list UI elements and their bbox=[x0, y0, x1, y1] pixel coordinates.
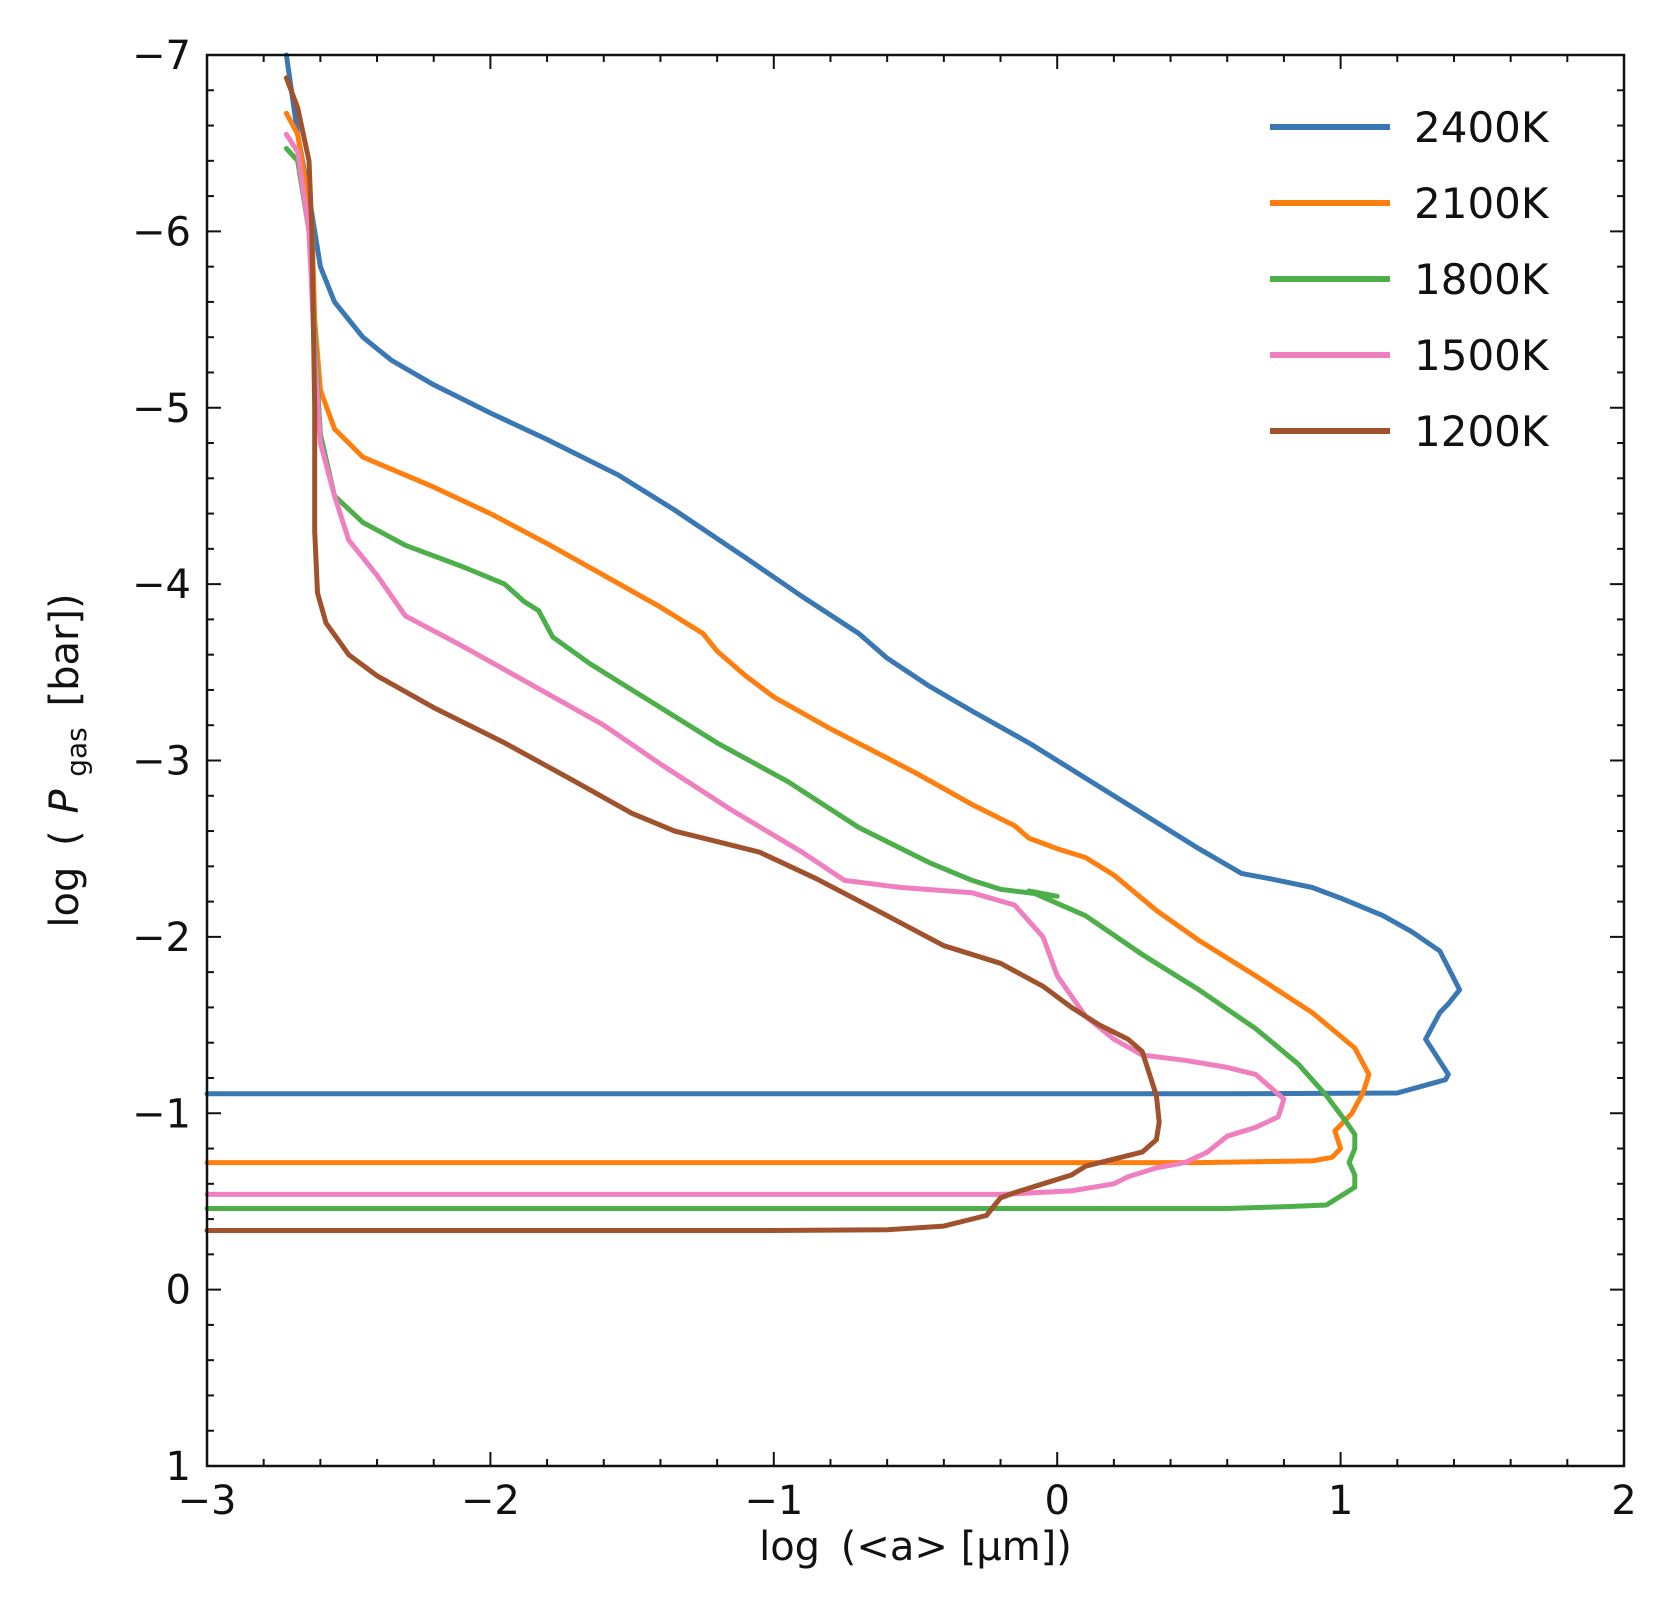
y-axis-title-unit: [bar]) bbox=[42, 593, 88, 706]
legend: 2400K 2100K 1800K 1500K 1200K bbox=[1270, 103, 1550, 456]
x-tick-label: −3 bbox=[178, 1478, 237, 1524]
x-tick-label: 0 bbox=[1044, 1478, 1069, 1524]
x-axis-title: log (<a> [μm]) bbox=[759, 1524, 1072, 1570]
tick-layer: −3 −2 −1 0 1 2 1 0 −1 −2 −3 −4 −5 −6 −7 bbox=[132, 33, 1637, 1524]
y-tick-label: 0 bbox=[166, 1268, 191, 1314]
legend-label-1200K: 1200K bbox=[1414, 407, 1550, 456]
y-axis-title: log ( P gas [bar]) bbox=[42, 593, 96, 927]
y-axis-title-prefix: log bbox=[42, 867, 88, 928]
x-axis-title-prefix: log bbox=[759, 1524, 820, 1570]
y-tick-label: −6 bbox=[132, 209, 191, 255]
x-tick-label: 1 bbox=[1328, 1478, 1353, 1524]
x-axis-title-inner: (<a> [μm]) bbox=[841, 1524, 1072, 1570]
series-line-1200K bbox=[204, 75, 1162, 1233]
y-axis-title-symbol: P bbox=[42, 789, 88, 814]
series-line-2400K bbox=[204, 52, 1463, 1097]
plot-frame bbox=[205, 53, 1626, 1468]
series-line-2100K bbox=[204, 110, 1372, 1166]
legend-label-1500K: 1500K bbox=[1414, 331, 1550, 380]
series-layer bbox=[204, 52, 1463, 1233]
y-tick-label: −7 bbox=[132, 33, 191, 79]
legend-label-1800K: 1800K bbox=[1414, 255, 1550, 304]
y-axis-title-paren: ( bbox=[42, 830, 88, 846]
y-tick-label: −4 bbox=[132, 562, 191, 608]
y-tick-label: −2 bbox=[132, 915, 191, 961]
series-line-1500K bbox=[204, 131, 1287, 1197]
x-tick-label: 2 bbox=[1611, 1478, 1636, 1524]
y-tick-label: −1 bbox=[132, 1091, 191, 1137]
y-tick-label: −5 bbox=[132, 386, 191, 432]
series-line-1800K bbox=[204, 146, 1358, 1211]
y-axis-title-subscript: gas bbox=[60, 727, 93, 777]
y-tick-label: 1 bbox=[166, 1444, 191, 1490]
x-tick-label: −1 bbox=[744, 1478, 803, 1524]
x-tick-label: −2 bbox=[461, 1478, 520, 1524]
legend-label-2100K: 2100K bbox=[1414, 179, 1550, 228]
y-tick-label: −3 bbox=[132, 739, 191, 785]
legend-label-2400K: 2400K bbox=[1414, 103, 1550, 152]
